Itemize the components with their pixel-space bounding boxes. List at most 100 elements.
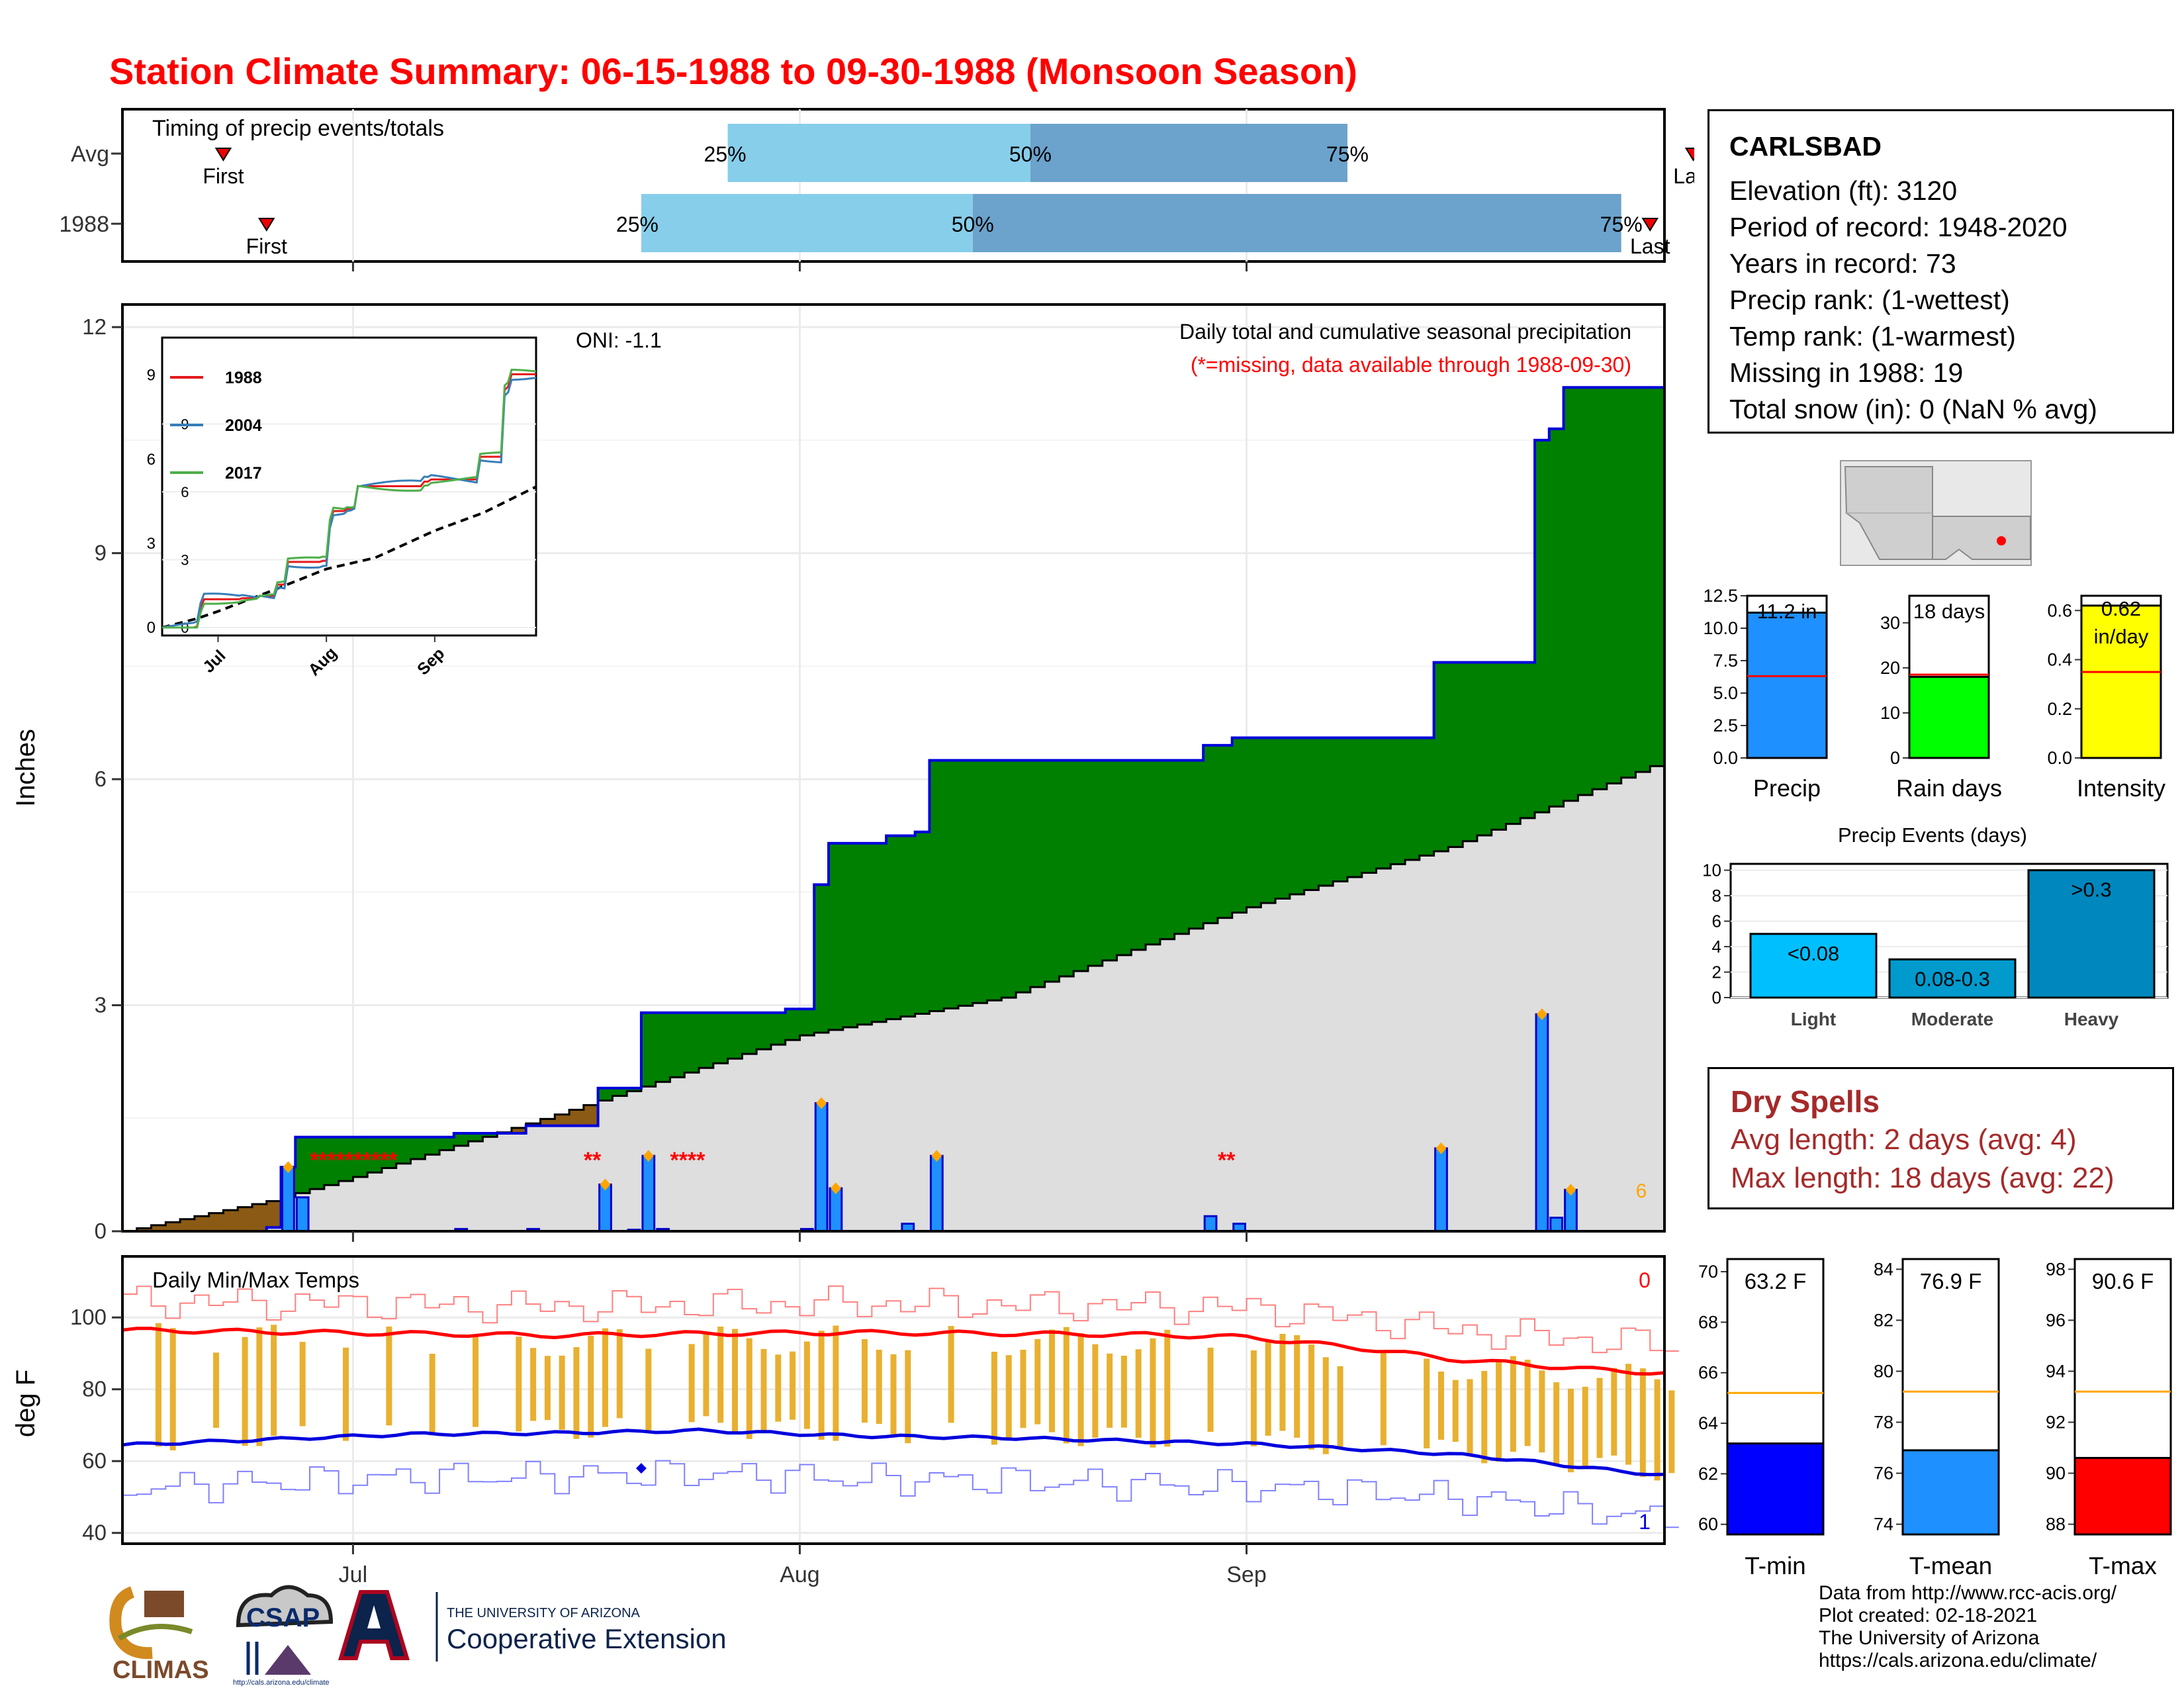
oni-label: ONI: -1.1 bbox=[576, 328, 662, 352]
mini-bar-intensity bbox=[2080, 604, 2162, 759]
temp-bar-label: T-min bbox=[1745, 1552, 1806, 1579]
mini-bar-label: Intensity bbox=[2077, 774, 2165, 802]
y-tick-label: 0 bbox=[95, 1219, 107, 1243]
events-bar-label: >0.3 bbox=[2071, 878, 2111, 902]
main-y-label: Inches bbox=[11, 729, 40, 807]
avg-cumulative-area bbox=[122, 760, 1664, 1231]
svg-text:Cooperative Extension: Cooperative Extension bbox=[447, 1623, 727, 1654]
svg-text:http://cals.arizona.edu/climat: http://cals.arizona.edu/climate bbox=[233, 1679, 330, 1687]
dry-spells-max: Max length: 18 days (avg: 22) bbox=[1731, 1162, 2115, 1194]
temp-bar-value: 76.9 F bbox=[1920, 1269, 1982, 1293]
credits: Data from http://www.rcc-acis.org/ Plot … bbox=[1819, 1582, 2116, 1672]
timing-p50: 50% bbox=[952, 212, 994, 236]
inset-line-1988 bbox=[162, 373, 536, 629]
inset-y-tick: 9 bbox=[147, 367, 156, 385]
temp-bar-tick-label: 90 bbox=[2046, 1464, 2066, 1483]
record-high-count: 0 bbox=[1639, 1268, 1651, 1292]
missing-data-marks: ** bbox=[584, 1148, 602, 1173]
inset-legend-label: 1988 bbox=[225, 369, 262, 387]
events-bar-moderate bbox=[1888, 958, 2017, 999]
temp-bar-value: 63.2 F bbox=[1745, 1269, 1807, 1293]
daily-precip-bar bbox=[281, 1166, 295, 1233]
main-frame bbox=[121, 303, 1666, 1233]
temp-bar-label: T-mean bbox=[1909, 1552, 1992, 1579]
mini-tick-label: 0.4 bbox=[2047, 650, 2072, 670]
month-x-label: Sep bbox=[1226, 1562, 1267, 1587]
temp-bar-tick-label: 80 bbox=[1874, 1361, 1893, 1381]
timing-p25: 25% bbox=[616, 212, 659, 236]
temp-bar-tick-label: 62 bbox=[1698, 1464, 1718, 1483]
mini-bar-unit: in/day bbox=[2094, 625, 2149, 648]
events-tick-label: 0 bbox=[1712, 988, 1721, 1008]
avg-cumulative-line bbox=[122, 760, 1666, 1233]
temp-bar-tick-label: 64 bbox=[1698, 1413, 1718, 1433]
svg-text:CLIMAS: CLIMAS bbox=[113, 1656, 209, 1684]
mini-tick-label: 7.5 bbox=[1713, 651, 1738, 671]
temperature-summary-bars: 60 62 64 66 68 70 63.2 F T-min 74 76 78 80 82 84 76.9 … bbox=[1698, 1258, 2172, 1579]
daily-precip-bar bbox=[1549, 1217, 1564, 1233]
timing-box-50-75 bbox=[1030, 124, 1347, 182]
y-tick-label: 6 bbox=[95, 767, 107, 791]
heavy-event-marker bbox=[643, 1150, 654, 1162]
station-name: CARLSBAD bbox=[1729, 131, 1882, 162]
daily-precip-bar bbox=[929, 1154, 944, 1233]
timing-row-label: Avg bbox=[71, 142, 109, 167]
events-tick-label: 4 bbox=[1712, 937, 1721, 957]
last-marker bbox=[1641, 218, 1659, 232]
first-label: First bbox=[246, 234, 287, 258]
cumulative-1988-line bbox=[122, 386, 1664, 1233]
inset-legend-label: 2017 bbox=[225, 464, 262, 483]
avg-high-line bbox=[122, 1327, 1665, 1376]
events-bar-label: <0.08 bbox=[1788, 942, 1839, 965]
inset-avg-line bbox=[161, 485, 537, 629]
station-info-box: CARLSBAD Elevation (ft): 3120 Period of … bbox=[1707, 109, 2174, 434]
heavy-event-marker bbox=[1536, 1008, 1547, 1021]
daily-precip-bar bbox=[641, 1154, 656, 1233]
inset-frame bbox=[161, 336, 537, 637]
station-snow: Total snow (in): 0 (NaN % avg) bbox=[1729, 394, 2097, 424]
mini-tick-label: 0.0 bbox=[1713, 748, 1738, 768]
svg-text:THE UNIVERSITY OF ARIZONA: THE UNIVERSITY OF ARIZONA bbox=[447, 1606, 641, 1620]
timing-panel-label: Timing of precip events/totals bbox=[152, 116, 444, 141]
temp-bar-tick-label: 94 bbox=[2046, 1361, 2066, 1381]
mini-tick-label: 0.6 bbox=[2047, 600, 2072, 620]
temp-bar-tick-label: 70 bbox=[1698, 1262, 1718, 1282]
events-bar-heavy bbox=[2027, 869, 2156, 999]
timing-p50: 50% bbox=[1009, 142, 1052, 166]
timing-row-label: 1988 bbox=[59, 212, 109, 237]
temp-bar-tick-label: 88 bbox=[2046, 1515, 2066, 1534]
y-tick-label: 9 bbox=[95, 541, 107, 565]
missing-data-marks: **** bbox=[670, 1148, 705, 1173]
station-precip-rank: Precip rank: (1-wettest) bbox=[1729, 285, 2010, 315]
record-low-line bbox=[122, 1460, 1679, 1528]
temp-y-tick-label: 60 bbox=[82, 1448, 107, 1473]
mini-bar-value: 11.2 in bbox=[1757, 600, 1817, 623]
month-x-label: Jul bbox=[339, 1562, 367, 1587]
temp-y-label: deg F bbox=[11, 1370, 40, 1437]
mini-bar-label: Rain days bbox=[1896, 774, 2002, 802]
precip-events-title: Precip Events (days) bbox=[1838, 823, 2027, 847]
last-label: Last bbox=[1630, 234, 1670, 258]
credit-university: The University of Arizona bbox=[1819, 1627, 2040, 1649]
daily-precip-bar bbox=[1564, 1188, 1578, 1233]
temp-bar-tick-label: 78 bbox=[1874, 1413, 1893, 1432]
season-summary-bars: 0.0 2.5 5.0 7.5 10.0 12.5 11.2 in Precip 0 10 20 30… bbox=[1703, 586, 2165, 802]
temp-panel-label: Daily Min/Max Temps bbox=[152, 1268, 359, 1292]
last-label: Last bbox=[1673, 164, 1694, 188]
timing-box-50-75 bbox=[972, 194, 1621, 252]
station-elevation: Elevation (ft): 3120 bbox=[1729, 175, 1958, 206]
record-low-count: 1 bbox=[1639, 1510, 1651, 1534]
temp-y-tick-label: 100 bbox=[70, 1305, 107, 1329]
record-low-marker bbox=[635, 1463, 647, 1474]
temp-bar-tick-label: 84 bbox=[1874, 1259, 1893, 1279]
month-x-label: Aug bbox=[780, 1562, 820, 1587]
temp-bar-tick-label: 66 bbox=[1698, 1363, 1718, 1383]
mini-tick-label: 0.0 bbox=[2047, 748, 2072, 768]
inset-line-2004 bbox=[161, 377, 537, 629]
timing-p75: 75% bbox=[1600, 212, 1643, 236]
temp-bar-t-min bbox=[1726, 1442, 1825, 1536]
timing-p25: 25% bbox=[704, 142, 747, 166]
temp-bar-tick-label: 96 bbox=[2046, 1310, 2066, 1330]
events-category-label: Moderate bbox=[1911, 1009, 1993, 1029]
